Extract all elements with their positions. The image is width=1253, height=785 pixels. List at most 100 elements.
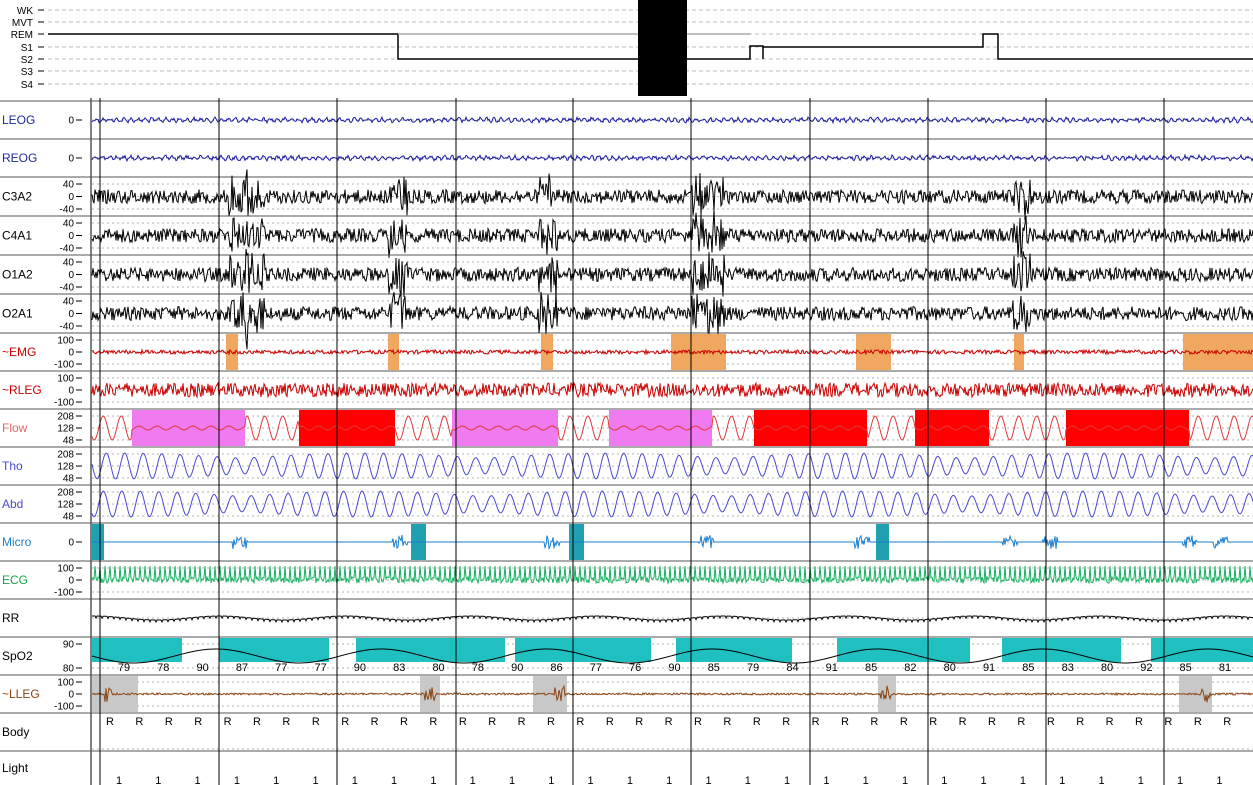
scale-tick-label: 40: [63, 297, 75, 308]
light-marker: 1: [705, 775, 711, 785]
channel-label: ECG: [2, 573, 28, 587]
body-position-marker: R: [1076, 716, 1084, 728]
body-position-marker: R: [635, 716, 643, 728]
body-position-marker: R: [694, 716, 702, 728]
channel-label: O2A1: [2, 307, 33, 321]
stage-label-rem: REM: [11, 30, 33, 41]
light-marker: 1: [1177, 775, 1183, 785]
spo2-value-label: 85: [865, 662, 877, 674]
body-position-marker: R: [106, 716, 114, 728]
spo2-value-label: 77: [275, 662, 287, 674]
channel-row-c4a1: C4A1 400 -40: [0, 215, 1253, 255]
scale-tick-label: 208: [57, 412, 74, 423]
scale-tick-label: 0: [68, 690, 74, 701]
body-position-marker: R: [665, 716, 673, 728]
hypnogram-line-post: [687, 33, 1253, 60]
channel-row-reog: REOG 0: [0, 138, 1253, 165]
spo2-event-block: [1002, 638, 1121, 662]
scale-tick-label: 90: [63, 640, 75, 651]
scale-tick-label: 0: [68, 154, 74, 165]
scale-tick-label: 128: [57, 500, 74, 511]
channel-label: LEOG: [2, 113, 35, 127]
channel-label: ~EMG: [2, 345, 36, 359]
channel-label: Micro: [2, 535, 32, 549]
light-marker: 1: [941, 775, 947, 785]
stage-label-s3: S3: [21, 67, 34, 78]
scale-tick-label: 40: [63, 258, 75, 269]
body-position-marker: R: [282, 716, 290, 728]
scale-tick-label: -100: [54, 398, 74, 409]
spo2-event-block: [92, 638, 182, 662]
channel-label: ~RLEG: [2, 383, 42, 397]
body-position-marker: R: [135, 716, 143, 728]
tho-trace: [91, 452, 1253, 480]
channel-label: SpO2: [2, 649, 33, 663]
micro-trace: [92, 534, 1253, 550]
spo2-value-label: 82: [904, 662, 916, 674]
channel-label: O1A2: [2, 268, 33, 282]
body-position-marker: R: [341, 716, 349, 728]
channel-label: Body: [2, 725, 29, 739]
emg-event-block: [541, 334, 553, 370]
rr-trace: [92, 615, 1253, 624]
light-marker: 1: [981, 775, 987, 785]
channel-label: Light: [2, 761, 29, 775]
body-position-marker: R: [547, 716, 555, 728]
channel-row-c3a2: C3A2 400 -40: [0, 176, 1253, 216]
channel-row-o1a2: O1A2 400 -40: [0, 254, 1253, 294]
channel-label: C3A2: [2, 190, 32, 204]
flow-trace: [91, 415, 1253, 442]
scale-tick-label: 100: [57, 678, 74, 689]
scale-tick-label: 48: [63, 512, 75, 523]
spo2-value-label: 91: [826, 662, 838, 674]
light-marker: 1: [116, 775, 122, 785]
channel-label: REOG: [2, 151, 37, 165]
spo2-event-block: [515, 638, 651, 662]
channel-row-spo2: SpO2 90 80 79 78 90 87 77 77 90 83 80 78 90 86 77 76 90 85…: [0, 636, 1253, 675]
body-position-marker: R: [488, 716, 496, 728]
hypnogram-artifact-block: [638, 0, 687, 96]
body-position-marker: R: [1017, 716, 1025, 728]
spo2-value-label: 79: [747, 662, 759, 674]
scale-tick-label: -100: [54, 588, 74, 599]
spo2-value-label: 85: [708, 662, 720, 674]
eeg-trace: [91, 291, 1253, 350]
spo2-value-label: 83: [1062, 662, 1074, 674]
body-position-marker: R: [1194, 716, 1202, 728]
body-position-marker: R: [812, 716, 820, 728]
spo2-value-label: 87: [236, 662, 248, 674]
spo2-value-label: 78: [157, 662, 169, 674]
body-position-marker: R: [988, 716, 996, 728]
abd-trace: [91, 490, 1253, 518]
spo2-value-label: 77: [314, 662, 326, 674]
light-marker: 1: [470, 775, 476, 785]
body-position-marker: R: [165, 716, 173, 728]
scale-tick-label: 48: [63, 474, 75, 485]
spo2-value-label: 76: [629, 662, 641, 674]
scale-tick-label: 208: [57, 450, 74, 461]
body-position-marker: R: [400, 716, 408, 728]
scale-tick-label: 0: [68, 348, 74, 359]
body-position-marker: R: [929, 716, 937, 728]
body-position-marker: R: [194, 716, 202, 728]
channel-row-leog: LEOG 0: [0, 100, 1253, 127]
scale-tick-label: -40: [60, 322, 75, 333]
scale-tick-label: 208: [57, 488, 74, 499]
light-marker: 1: [1020, 775, 1026, 785]
eeg-trace: [91, 210, 1253, 258]
eog-trace: [91, 153, 1253, 163]
spo2-event-block: [219, 638, 329, 662]
scale-tick-label: 0: [68, 386, 74, 397]
rleg-trace: [91, 381, 1253, 399]
spo2-event-block: [676, 638, 792, 662]
scale-tick-label: 0: [68, 538, 74, 549]
light-marker: 1: [627, 775, 633, 785]
scale-tick-label: 128: [57, 424, 74, 435]
light-marker: 1: [823, 775, 829, 785]
lleg-event-block: [878, 676, 896, 712]
spo2-value-label: 77: [590, 662, 602, 674]
spo2-value-label: 85: [1180, 662, 1192, 674]
